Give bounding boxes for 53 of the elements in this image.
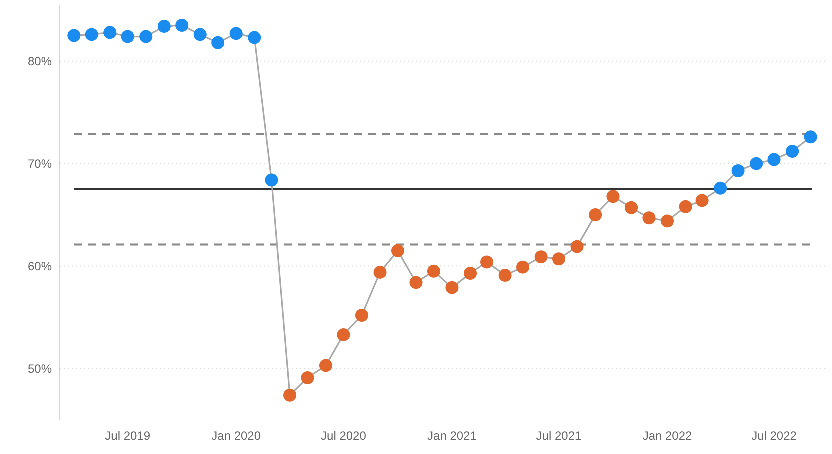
- point: [85, 28, 98, 42]
- point: [570, 240, 584, 254]
- y-tick-label: 70%: [28, 157, 52, 172]
- point: [410, 276, 423, 290]
- point: [480, 256, 494, 269]
- point: [606, 190, 620, 204]
- point: [516, 260, 530, 274]
- x-tick-label: Jan 2020: [212, 429, 262, 443]
- y-tick-label: 60%: [28, 259, 52, 274]
- point: [301, 371, 314, 384]
- point: [679, 200, 692, 214]
- y-tick-label: 50%: [28, 362, 52, 376]
- point: [786, 145, 800, 158]
- point: [750, 157, 764, 170]
- x-tick-label: Jul 2022: [752, 429, 798, 443]
- x-tick-label: Jul 2020: [321, 429, 367, 443]
- point: [589, 208, 602, 222]
- point: [121, 30, 134, 44]
- point: [68, 29, 81, 42]
- point: [391, 244, 404, 258]
- point: [768, 153, 781, 166]
- point: [374, 266, 387, 279]
- point: [642, 212, 656, 225]
- point: [427, 264, 440, 278]
- point: [552, 252, 566, 266]
- y-tick-label: 80%: [28, 54, 52, 69]
- point: [534, 250, 548, 264]
- point: [732, 164, 745, 178]
- point: [158, 20, 171, 34]
- point: [464, 266, 478, 280]
- point: [320, 359, 333, 372]
- point: [661, 214, 674, 228]
- point: [284, 388, 297, 402]
- point: [337, 328, 350, 342]
- point: [176, 18, 189, 32]
- x-tick-label: Jul 2021: [536, 429, 582, 443]
- x-tick-label: Jan 2022: [642, 429, 693, 443]
- point: [265, 174, 278, 187]
- point: [230, 27, 243, 40]
- point: [248, 31, 262, 44]
- x-tick-label: Jan 2021: [428, 429, 478, 443]
- point: [714, 182, 728, 195]
- point: [446, 281, 459, 294]
- point: [355, 308, 368, 322]
- point: [625, 201, 638, 214]
- point: [498, 269, 512, 282]
- point: [804, 130, 818, 144]
- point: [140, 30, 153, 44]
- x-tick-label: Jul 2019: [105, 429, 151, 443]
- point: [194, 28, 207, 42]
- point: [104, 26, 117, 40]
- point: [212, 36, 225, 50]
- point: [696, 194, 709, 208]
